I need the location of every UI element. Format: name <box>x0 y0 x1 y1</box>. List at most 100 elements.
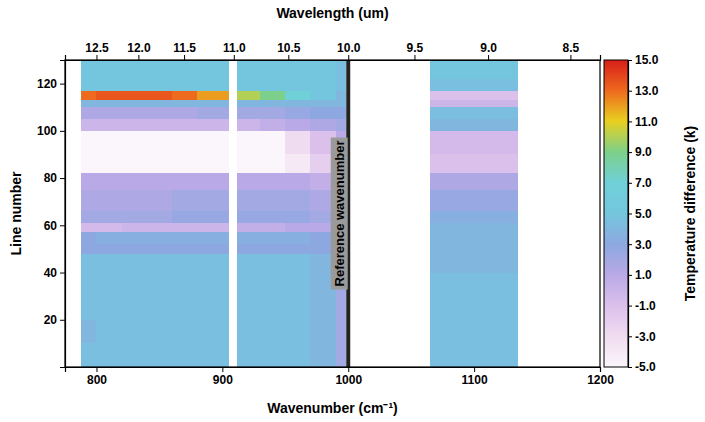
heatmap-cell <box>310 107 335 119</box>
colorbar-title: Temperature difference (k) <box>682 126 698 302</box>
heatmap-cell <box>260 273 285 297</box>
heatmap-cell <box>172 60 197 79</box>
heatmap-cell <box>430 320 449 344</box>
colorbar-axis-tick-label: 3.0 <box>635 238 652 252</box>
y-axis-tick-label: 60 <box>44 219 58 233</box>
heatmap-cell <box>430 254 449 273</box>
heatmap-cell <box>449 60 474 79</box>
heatmap-cell <box>96 131 121 155</box>
x2-axis-tick-mark <box>348 55 349 60</box>
heatmap-cell <box>449 154 474 173</box>
x-axis-tick-label: 1200 <box>587 373 614 387</box>
heatmap-cell <box>96 232 121 244</box>
heatmap-cell <box>285 273 310 297</box>
x-axis-tick: 1100 <box>462 367 488 387</box>
heatmap-cell <box>81 320 96 344</box>
heatmap-cell <box>449 119 474 131</box>
heatmap-cell <box>474 60 499 79</box>
heatmap-cell <box>81 91 96 100</box>
heatmap-cell <box>474 232 499 244</box>
colorbar-axis-tick: -1.0 <box>628 299 656 313</box>
heatmap-cell <box>147 131 172 155</box>
heatmap-cell <box>260 343 285 367</box>
heatmap-cell <box>237 244 260 253</box>
colorbar-axis-tick-mark <box>628 121 632 122</box>
y-axis-tick: 80 <box>44 171 65 185</box>
colorbar-axis-tick-label: -1.0 <box>635 299 656 313</box>
heatmap-cell <box>147 273 172 297</box>
chart: 80090010001100120012.512.011.511.010.510… <box>0 0 705 422</box>
heatmap-cell <box>285 107 310 119</box>
x-axis-tick-mark <box>600 367 601 372</box>
heatmap-cell <box>96 154 121 173</box>
reference-annotation: Reference wavenumber <box>331 138 348 290</box>
heatmap-cell <box>260 211 285 223</box>
heatmap-cell <box>122 131 147 155</box>
heatmap-cell <box>237 273 260 297</box>
heatmap-cell <box>197 343 228 367</box>
heatmap-cell <box>237 254 260 273</box>
y-axis: 20406080100120 <box>37 61 66 368</box>
x2-axis-tick: 11.5 <box>173 41 196 60</box>
heatmap-cell <box>197 211 228 223</box>
heatmap-cell <box>81 119 96 131</box>
heatmap-cell <box>147 173 172 190</box>
heatmap-cell <box>430 119 449 131</box>
heatmap-cell <box>260 223 285 232</box>
heatmap-cell <box>96 190 121 211</box>
heatmap-cell <box>172 91 197 100</box>
heatmap-cell <box>197 119 228 131</box>
x-axis-tick: 1200 <box>587 367 614 387</box>
heatmap-cell <box>260 107 285 119</box>
heatmap-cell <box>96 79 121 91</box>
heatmap-cell <box>197 91 228 100</box>
colorbar-axis-tick-label: 11.0 <box>635 115 658 129</box>
heatmap-cell <box>336 296 346 320</box>
x2-axis-tick-mark <box>414 55 415 60</box>
heatmap-cell <box>147 296 172 320</box>
heatmap-cell <box>336 343 346 367</box>
x2-axis-tick-label: 11.0 <box>223 41 246 55</box>
heatmap-cell <box>96 343 121 367</box>
heatmap-cell <box>499 119 518 131</box>
heatmap-cell <box>122 100 147 107</box>
heatmap-cell <box>172 100 197 107</box>
heatmap-cell <box>96 296 121 320</box>
heatmap-cell <box>285 131 310 155</box>
heatmap-cell <box>96 320 121 344</box>
heatmap-cell <box>81 254 96 273</box>
heatmap-cell <box>147 119 172 131</box>
heatmap-cell <box>285 173 310 190</box>
x-axis-title: Wavenumber (cm⁻¹) <box>267 400 398 416</box>
heatmap-cell <box>499 107 518 119</box>
heatmap-cell <box>96 60 121 79</box>
heatmap-cell <box>197 190 228 211</box>
colorbar-axis-tick: -5.0 <box>628 360 656 374</box>
x-axis-tick-label: 1100 <box>462 373 488 387</box>
heatmap-cell <box>122 211 147 223</box>
x2-axis-tick-mark <box>138 55 139 60</box>
heatmap-cell <box>122 190 147 211</box>
heatmap-cell <box>197 107 228 119</box>
heatmap-cell <box>430 211 449 223</box>
heatmap-cell <box>96 254 121 273</box>
heatmap-cell <box>430 296 449 320</box>
heatmap-cell <box>499 100 518 107</box>
x2-axis-tick-label: 10.0 <box>337 41 361 55</box>
heatmap-cell <box>285 190 310 211</box>
heatmap-cell <box>449 91 474 100</box>
heatmap-cell <box>260 173 285 190</box>
heatmap-cell <box>172 119 197 131</box>
heatmap-cell <box>499 320 518 344</box>
heatmap-cell <box>474 343 499 367</box>
colorbar-axis-tick-mark <box>628 244 632 245</box>
colorbar-axis-tick-label: 5.0 <box>635 207 652 221</box>
heatmap-cell <box>96 273 121 297</box>
heatmap-cell <box>197 296 228 320</box>
heatmap-cell <box>449 232 474 244</box>
heatmap-cell <box>449 244 474 253</box>
colorbar-axis-tick: 11.0 <box>628 115 658 129</box>
heatmap-cell <box>449 79 474 91</box>
heatmap-cell <box>81 107 96 119</box>
heatmap-cell <box>96 119 121 131</box>
